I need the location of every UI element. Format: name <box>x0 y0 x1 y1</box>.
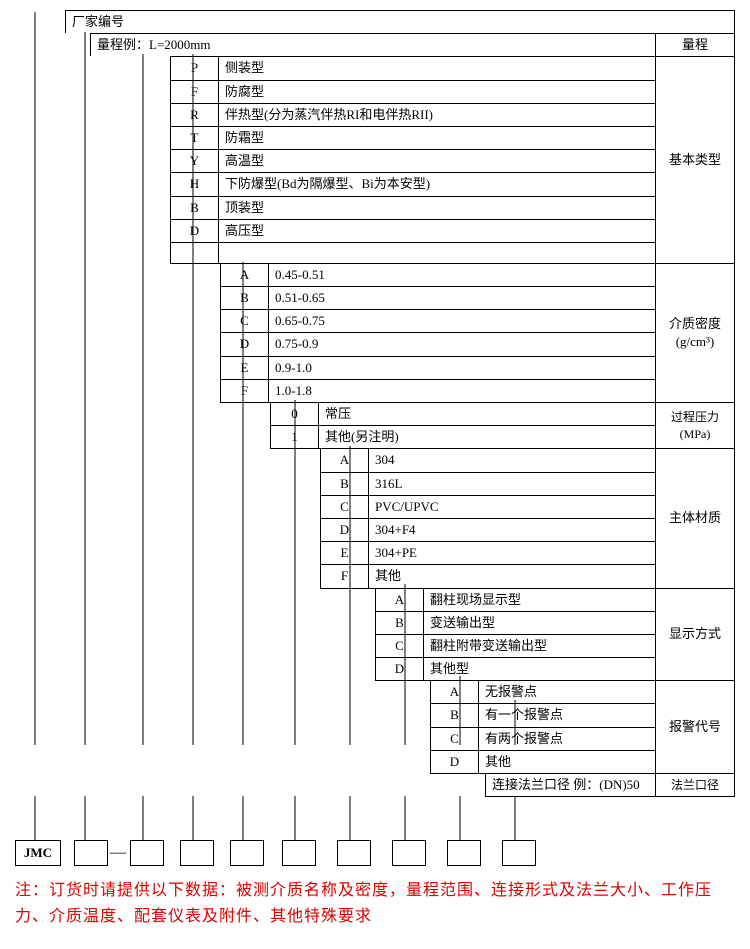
desc: 304+F4 <box>368 518 655 541</box>
code: 0 <box>270 403 318 425</box>
desc: 316L <box>368 472 655 495</box>
code: H <box>170 172 218 195</box>
box-9 <box>502 840 536 866</box>
alarm-rows: A无报警点 B有一个报警点 C有两个报警点 D其他 <box>430 681 655 774</box>
desc: 其他 <box>368 564 655 588</box>
code: F <box>320 564 368 588</box>
label-material: 主体材质 <box>655 449 735 588</box>
desc: 伴热型(分为蒸汽伴热RI和电伴热RII) <box>218 103 655 126</box>
code: P <box>170 56 218 79</box>
box-1 <box>74 840 108 866</box>
code: A <box>430 681 478 703</box>
desc: 侧装型 <box>218 56 655 79</box>
pressure-rows: 0常压 1其他(另注明) <box>270 403 655 449</box>
flange-desc: 连接法兰口径 例：(DN)50 <box>485 774 655 797</box>
code: B <box>220 286 268 309</box>
desc: 防霜型 <box>218 126 655 149</box>
desc: 无报警点 <box>478 681 655 703</box>
code: C <box>430 727 478 750</box>
code: D <box>320 518 368 541</box>
code: E <box>320 541 368 564</box>
code: D <box>430 750 478 774</box>
code: B <box>375 611 423 634</box>
desc: 304+PE <box>368 541 655 564</box>
code: B <box>320 472 368 495</box>
desc: 0.45-0.51 <box>268 264 655 286</box>
desc: 下防爆型(Bd为隔爆型、Bi为本安型) <box>218 172 655 195</box>
desc: 其他(另注明) <box>318 425 655 449</box>
header-row1: 厂家编号 <box>65 10 735 33</box>
box-jmc: JMC <box>15 840 61 866</box>
code: D <box>220 332 268 355</box>
box-6 <box>337 840 371 866</box>
header-range: 量程例：L=2000mm <box>90 33 655 56</box>
code: 1 <box>270 425 318 449</box>
box-8 <box>447 840 481 866</box>
desc: 高压型 <box>218 219 655 242</box>
order-note: 注：订货时请提供以下数据：被测介质名称及密度，量程范围、连接形式及法兰大小、工作… <box>15 878 735 929</box>
display-rows: A翻柱现场显示型 B变送输出型 C翻柱附带变送输出型 D其他型 <box>375 589 655 682</box>
label-density: 介质密度 (g/cm³) <box>655 264 735 403</box>
code: R <box>170 103 218 126</box>
desc <box>218 242 655 264</box>
box-3 <box>180 840 214 866</box>
label-basic-type: 基本类型 <box>655 56 735 264</box>
label-flange: 法兰口径 <box>655 774 735 797</box>
code: C <box>375 634 423 657</box>
code: B <box>430 703 478 726</box>
code: T <box>170 126 218 149</box>
desc: 顶装型 <box>218 196 655 219</box>
desc: 0.65-0.75 <box>268 309 655 332</box>
desc: 变送输出型 <box>423 611 655 634</box>
desc: 0.51-0.65 <box>268 286 655 309</box>
box-7 <box>392 840 426 866</box>
code: F <box>220 379 268 403</box>
label-pressure: 过程压力 (MPa) <box>655 403 735 449</box>
dash-icon: — <box>110 844 126 862</box>
code: C <box>320 495 368 518</box>
box-5 <box>282 840 316 866</box>
desc: PVC/UPVC <box>368 495 655 518</box>
code: E <box>220 356 268 379</box>
box-4 <box>230 840 264 866</box>
label-range: 量程 <box>655 33 735 56</box>
desc: 有一个报警点 <box>478 703 655 726</box>
code: F <box>170 80 218 103</box>
density-rows: A0.45-0.51 B0.51-0.65 C0.65-0.75 D0.75-0… <box>220 264 655 403</box>
desc: 其他 <box>478 750 655 774</box>
desc: 0.9-1.0 <box>268 356 655 379</box>
desc: 其他型 <box>423 657 655 681</box>
label-display: 显示方式 <box>655 589 735 682</box>
desc: 304 <box>368 449 655 471</box>
code: A <box>220 264 268 286</box>
desc: 高温型 <box>218 149 655 172</box>
code: A <box>320 449 368 471</box>
desc: 翻柱现场显示型 <box>423 589 655 611</box>
code: A <box>375 589 423 611</box>
desc: 常压 <box>318 403 655 425</box>
material-rows: A304 B316L CPVC/UPVC D304+F4 E304+PE F其他 <box>320 449 655 588</box>
code: D <box>170 219 218 242</box>
desc: 翻柱附带变送输出型 <box>423 634 655 657</box>
code <box>170 242 218 264</box>
desc: 防腐型 <box>218 80 655 103</box>
code-boxes: JMC — <box>15 840 735 866</box>
label-alarm: 报警代号 <box>655 681 735 774</box>
code: C <box>220 309 268 332</box>
basic-type-rows: P侧装型 F防腐型 R伴热型(分为蒸汽伴热RI和电伴热RII) T防霜型 Y高温… <box>170 56 655 264</box>
code: D <box>375 657 423 681</box>
desc: 1.0-1.8 <box>268 379 655 403</box>
code: Y <box>170 149 218 172</box>
desc: 0.75-0.9 <box>268 332 655 355</box>
code: B <box>170 196 218 219</box>
desc: 有两个报警点 <box>478 727 655 750</box>
box-2 <box>130 840 164 866</box>
